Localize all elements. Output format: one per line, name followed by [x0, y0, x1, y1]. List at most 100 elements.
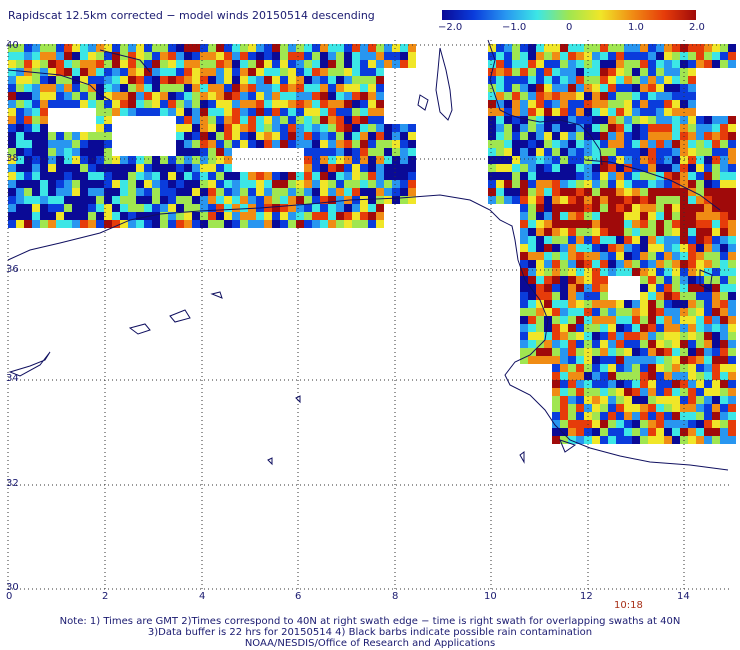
data-cell: [552, 420, 560, 428]
data-cell: [552, 276, 560, 284]
data-cell: [80, 212, 88, 220]
data-cell: [176, 108, 184, 116]
data-cell: [648, 108, 656, 116]
data-cell: [712, 332, 720, 340]
data-cell: [24, 220, 32, 228]
data-cell: [352, 92, 360, 100]
data-cell: [592, 404, 600, 412]
data-cell: [688, 116, 696, 124]
data-cell: [224, 140, 232, 148]
data-cell: [224, 148, 232, 156]
data-cell: [728, 172, 736, 180]
data-cell: [728, 260, 736, 268]
data-cell: [200, 108, 208, 116]
data-cell: [160, 188, 168, 196]
data-cell: [80, 172, 88, 180]
data-cell: [672, 300, 680, 308]
data-cell: [600, 364, 608, 372]
data-cell: [504, 60, 512, 68]
data-cell: [608, 260, 616, 268]
data-cell: [656, 60, 664, 68]
data-cell: [352, 188, 360, 196]
data-cell: [96, 196, 104, 204]
data-cell: [112, 52, 120, 60]
data-cell: [240, 44, 248, 52]
data-cell: [696, 244, 704, 252]
data-cell: [728, 436, 736, 444]
data-cell: [656, 180, 664, 188]
data-cell: [720, 372, 728, 380]
data-cell: [600, 76, 608, 84]
data-cell: [512, 164, 520, 172]
data-cell: [336, 164, 344, 172]
data-cell: [552, 396, 560, 404]
data-cell: [664, 260, 672, 268]
data-cell: [136, 220, 144, 228]
data-cell: [704, 188, 712, 196]
data-cell: [88, 92, 96, 100]
data-cell: [720, 292, 728, 300]
data-cell: [200, 76, 208, 84]
data-cell: [200, 148, 208, 156]
data-cell: [496, 44, 504, 52]
data-cell: [328, 76, 336, 84]
data-cell: [400, 164, 408, 172]
data-cell: [560, 284, 568, 292]
data-cell: [624, 428, 632, 436]
data-cell: [128, 100, 136, 108]
data-cell: [552, 404, 560, 412]
data-cell: [336, 132, 344, 140]
data-cell: [216, 52, 224, 60]
data-cell: [672, 220, 680, 228]
data-cell: [648, 84, 656, 92]
data-cell: [240, 124, 248, 132]
data-cell: [600, 92, 608, 100]
data-cell: [688, 44, 696, 52]
data-cell: [32, 60, 40, 68]
data-cell: [208, 188, 216, 196]
data-cell: [592, 380, 600, 388]
data-cell: [616, 76, 624, 84]
data-cell: [216, 68, 224, 76]
data-cell: [24, 52, 32, 60]
data-cell: [528, 292, 536, 300]
data-cell: [400, 148, 408, 156]
data-cell: [704, 220, 712, 228]
data-cell: [600, 140, 608, 148]
data-cell: [568, 132, 576, 140]
data-cell: [592, 156, 600, 164]
data-cell: [712, 180, 720, 188]
data-cell: [312, 204, 320, 212]
data-cell: [112, 204, 120, 212]
data-cell: [672, 284, 680, 292]
data-cell: [528, 44, 536, 52]
data-cell: [672, 108, 680, 116]
data-cell: [320, 92, 328, 100]
data-cell: [592, 332, 600, 340]
data-cell: [392, 172, 400, 180]
data-cell: [408, 156, 416, 164]
data-cell: [616, 108, 624, 116]
data-cell: [16, 196, 24, 204]
data-cell: [360, 116, 368, 124]
data-cell: [608, 44, 616, 52]
data-cell: [288, 124, 296, 132]
data-cell: [304, 92, 312, 100]
data-cell: [712, 188, 720, 196]
data-cell: [624, 260, 632, 268]
data-cell: [504, 44, 512, 52]
data-cell: [632, 404, 640, 412]
data-cell: [688, 236, 696, 244]
data-cell: [544, 76, 552, 84]
data-cell: [568, 420, 576, 428]
data-cell: [288, 188, 296, 196]
data-cell: [264, 60, 272, 68]
data-cell: [392, 180, 400, 188]
data-cell: [600, 356, 608, 364]
data-cell: [152, 84, 160, 92]
data-cell: [304, 220, 312, 228]
data-cell: [600, 388, 608, 396]
data-cell: [344, 108, 352, 116]
data-cell: [528, 132, 536, 140]
data-cell: [656, 44, 664, 52]
